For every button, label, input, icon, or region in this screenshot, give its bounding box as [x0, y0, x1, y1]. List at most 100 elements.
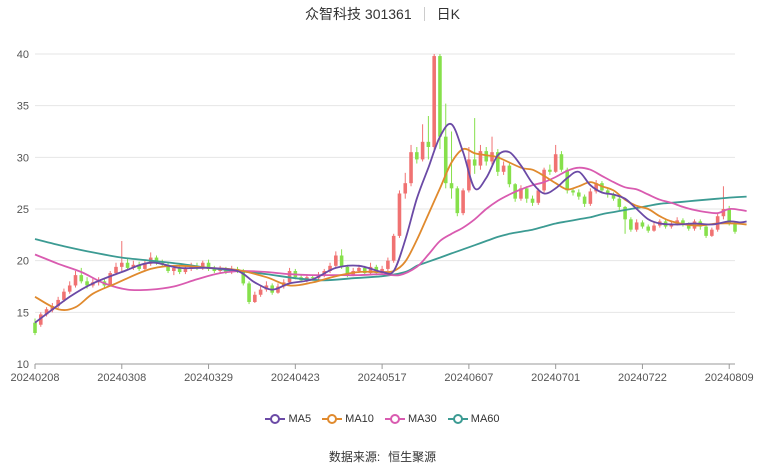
candle-body — [611, 194, 616, 199]
y-tick-label: 40 — [17, 49, 29, 61]
candle-body — [258, 289, 263, 295]
legend-label-ma30: MA30 — [407, 413, 437, 425]
candle-body — [345, 266, 350, 276]
candle-body — [172, 267, 176, 271]
candle-body — [675, 220, 679, 224]
y-tick-label: 15 — [17, 307, 29, 319]
ma60-legend-icon — [447, 414, 468, 424]
candle-body — [200, 262, 205, 268]
source-value: 恒生聚源 — [388, 450, 437, 464]
candle-body — [143, 263, 147, 269]
candle-body — [553, 154, 558, 172]
candle-body — [646, 226, 651, 231]
candle-body — [328, 265, 332, 271]
candle-body — [241, 271, 246, 284]
candle-body — [472, 159, 477, 166]
candle-body — [334, 255, 338, 266]
candle-body — [432, 56, 436, 147]
candle-body — [443, 136, 448, 184]
x-tick-label: 20240809 — [705, 372, 754, 384]
candle-body — [44, 309, 49, 315]
candle-body — [571, 190, 575, 193]
candle-body — [166, 264, 170, 271]
candle-body — [478, 151, 483, 166]
candle-body — [461, 190, 465, 214]
legend-item-ma10[interactable]: MA10 — [322, 413, 374, 425]
candle-body — [253, 294, 257, 302]
candle-body — [588, 191, 593, 204]
y-tick-label: 10 — [17, 359, 29, 371]
candle-body — [96, 281, 101, 283]
candle-body — [409, 152, 413, 184]
candle-body — [496, 152, 500, 172]
candle-body — [559, 154, 564, 170]
candle-body — [119, 262, 124, 267]
ma5-legend-icon — [265, 414, 286, 424]
candle-body — [640, 222, 645, 227]
candle-body — [154, 257, 159, 263]
candle-body — [177, 267, 182, 273]
candle-body — [507, 165, 512, 185]
candle-body — [634, 222, 639, 230]
candle-body — [73, 275, 78, 286]
candle-body — [449, 183, 454, 189]
candle-body — [524, 188, 529, 199]
ma10-line — [34, 147, 747, 311]
candle-body — [721, 209, 726, 217]
candle-body — [206, 262, 211, 269]
candle-body — [276, 286, 280, 293]
candle-body — [114, 266, 118, 274]
x-tick-label: 20240607 — [444, 372, 493, 384]
legend-item-ma5[interactable]: MA5 — [265, 413, 311, 425]
candle-body — [426, 141, 431, 147]
x-tick-label: 20240722 — [618, 372, 667, 384]
candle-body — [438, 56, 442, 137]
candle-body — [577, 192, 581, 197]
candle-body — [519, 188, 523, 199]
candle-body — [548, 169, 552, 172]
title-separator — [423, 7, 425, 21]
x-tick-label: 20240701 — [531, 372, 580, 384]
period-label[interactable]: 日K — [436, 6, 460, 22]
chart-title: 众智科技 301361 日K — [0, 4, 765, 24]
candle-body — [415, 152, 419, 160]
candle-body — [686, 224, 691, 229]
candle-body — [530, 198, 535, 203]
candle-body — [536, 190, 541, 203]
candle-body — [62, 291, 66, 300]
candle-body — [617, 198, 622, 207]
chart-legend: MA5 MA10 MA30 MA60 — [0, 413, 765, 425]
candle-body — [652, 225, 656, 231]
data-source: 数据来源: 恒生聚源 — [0, 448, 765, 465]
candle-body — [629, 219, 633, 230]
candle-body — [386, 260, 390, 269]
candle-body — [108, 273, 112, 286]
candle-body — [368, 266, 373, 274]
candle-body — [455, 188, 460, 214]
candle-body — [484, 151, 489, 162]
legend-label-ma60: MA60 — [470, 413, 500, 425]
candle-body — [727, 209, 732, 224]
candle-body — [131, 264, 136, 268]
candle-body — [357, 267, 361, 271]
candle-body — [79, 275, 84, 282]
legend-item-ma30[interactable]: MA30 — [384, 413, 437, 425]
y-tick-label: 20 — [17, 256, 29, 268]
candle-body — [542, 169, 546, 191]
stock-name: 众智科技 301361 — [305, 6, 412, 22]
candle-body — [605, 190, 610, 195]
candle-body — [420, 141, 425, 160]
candle-body — [56, 299, 60, 307]
candle-body — [247, 283, 251, 302]
source-label: 数据来源: — [328, 450, 381, 464]
x-tick-label: 20240329 — [184, 372, 233, 384]
candle-body — [125, 262, 130, 268]
candle-body — [397, 193, 402, 236]
ma10-legend-icon — [322, 414, 343, 424]
legend-item-ma60[interactable]: MA60 — [447, 413, 500, 425]
candle-body — [183, 268, 188, 273]
candle-body — [565, 169, 570, 191]
y-tick-label: 25 — [17, 204, 29, 216]
candle-body — [38, 314, 43, 325]
